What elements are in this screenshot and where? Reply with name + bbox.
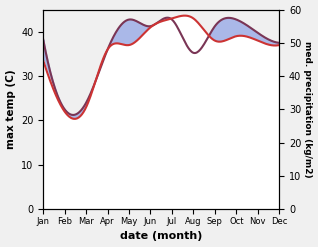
Y-axis label: max temp (C): max temp (C)	[5, 70, 16, 149]
Y-axis label: med. precipitation (kg/m2): med. precipitation (kg/m2)	[303, 41, 313, 178]
X-axis label: date (month): date (month)	[120, 231, 203, 242]
